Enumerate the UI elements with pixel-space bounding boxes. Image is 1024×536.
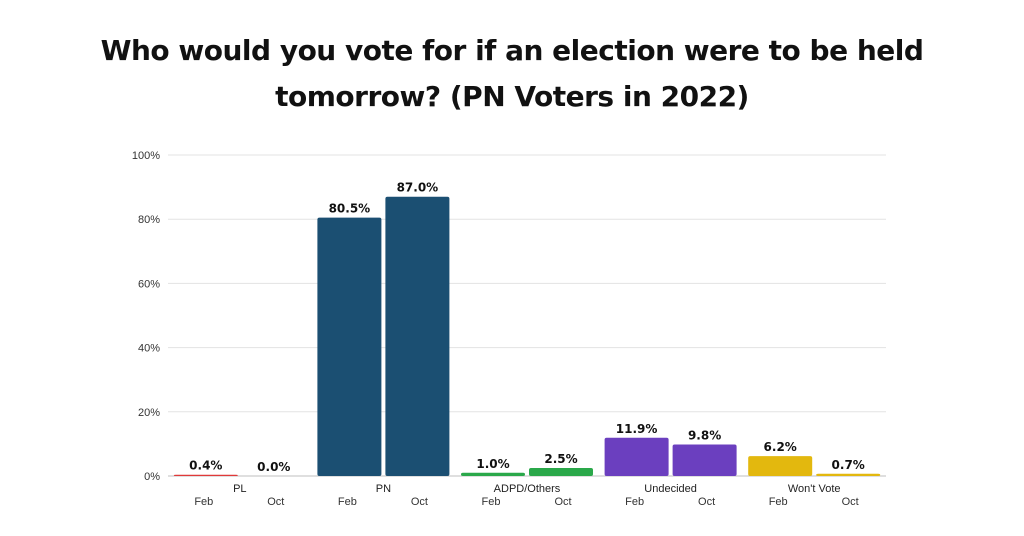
bar-pl-feb	[173, 474, 238, 476]
x-category-label: PN	[376, 483, 391, 495]
x-subcategory-label: Feb	[194, 496, 213, 508]
y-tick-label: 0%	[144, 471, 160, 483]
bar-pn-feb	[317, 217, 382, 476]
bar-pn-oct	[385, 196, 450, 477]
data-label: 87.0%	[397, 181, 439, 195]
chart-title: Who would you vote for if an election we…	[100, 34, 924, 113]
data-label: 0.0%	[257, 460, 290, 474]
y-tick-label: 20%	[138, 407, 160, 419]
x-subcategory-label: Feb	[769, 496, 788, 508]
bars	[173, 196, 881, 477]
data-label: 1.0%	[476, 457, 509, 471]
data-label: 2.5%	[544, 452, 577, 466]
x-category-label: Won't Vote	[788, 483, 841, 495]
x-subcategory-label: Oct	[267, 496, 284, 508]
x-category-label: PL	[233, 483, 246, 495]
data-label: 0.4%	[189, 459, 222, 473]
data-label: 0.7%	[832, 458, 865, 472]
x-category-label: ADPD/Others	[494, 483, 561, 495]
bar-adpd-others-oct	[529, 467, 593, 476]
y-tick-label: 40%	[138, 343, 160, 355]
bar-won-t-vote-feb	[748, 456, 813, 476]
bar-adpd-others-feb	[461, 472, 525, 476]
y-tick-label: 60%	[138, 278, 160, 290]
data-label: 11.9%	[616, 422, 658, 436]
data-labels: 0.4% 0.0% 80.5% 87.0% 1.0% 2.5% 11.9% 9.8% 6.2% 0…	[189, 181, 865, 474]
x-subcategory-label: Oct	[698, 496, 715, 508]
data-label: 9.8%	[688, 429, 721, 443]
y-tick-label: 80%	[138, 214, 160, 226]
data-label: 6.2%	[764, 440, 797, 454]
data-label: 80.5%	[329, 202, 371, 216]
x-subcategory-label: Oct	[554, 496, 571, 508]
x-subcategory-label: Feb	[482, 496, 501, 508]
y-tick-label: 100%	[132, 150, 160, 162]
y-axis: 0% 20% 40% 60% 80% 100%	[132, 150, 160, 483]
x-subcategory-label: Oct	[842, 496, 859, 508]
bar-undecided-feb	[604, 437, 669, 476]
x-subcategory-label: Feb	[338, 496, 357, 508]
bar-won-t-vote-oct	[816, 473, 881, 476]
bar-undecided-oct	[672, 444, 737, 476]
x-category-label: Undecided	[644, 483, 697, 495]
x-subcategory-label: Oct	[411, 496, 428, 508]
gridlines	[168, 154, 886, 477]
x-subcategory-label: Feb	[625, 496, 644, 508]
